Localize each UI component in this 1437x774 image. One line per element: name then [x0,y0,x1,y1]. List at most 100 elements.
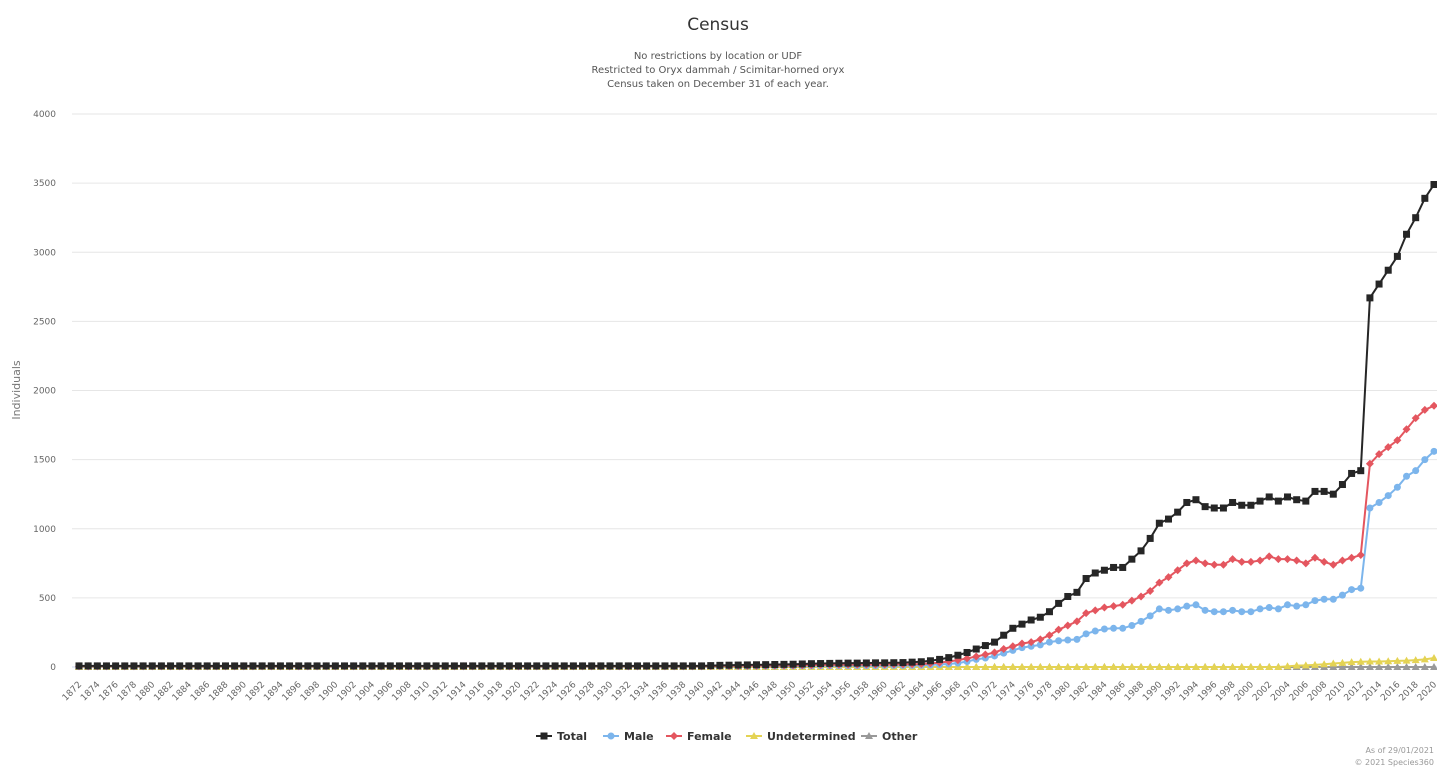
point-male-1998 [1229,606,1237,614]
point-total-1944 [734,661,742,669]
point-total-1941 [707,662,715,670]
point-total-1909 [414,662,422,670]
x-tick-1918: 1918 [482,680,505,703]
point-total-1926 [569,662,577,670]
point-total-1875 [102,662,110,670]
point-female-2014 [1375,450,1384,459]
point-female-1987 [1127,596,1136,605]
point-total-1879 [139,662,147,670]
point-total-1925 [560,662,568,670]
point-male-2017 [1403,472,1411,480]
point-total-1877 [121,662,129,670]
x-tick-1974: 1974 [995,680,1018,703]
point-total-1878 [130,662,138,670]
point-female-1979 [1054,625,1063,634]
point-total-2004 [1284,493,1292,501]
x-tick-1876: 1876 [97,680,120,703]
legend-label-total: Total [557,730,587,743]
point-total-1884 [185,662,193,670]
point-total-1905 [377,662,385,670]
point-other-2018 [1411,663,1420,670]
point-female-1978 [1045,631,1054,640]
point-male-2008 [1320,595,1328,603]
legend-item-other[interactable]: Other [861,730,918,743]
point-total-1938 [679,662,687,670]
point-female-1993 [1182,559,1191,568]
point-female-1975 [1018,639,1027,648]
x-tick-1998: 1998 [1214,680,1237,703]
point-total-1939 [688,662,696,670]
point-total-1957 [853,659,861,667]
point-total-1874 [93,662,101,670]
point-undetermined-2002 [1265,663,1274,670]
x-tick-1970: 1970 [958,680,981,703]
legend-item-male[interactable]: Male [603,730,654,743]
legend-item-undetermined[interactable]: Undetermined [746,730,856,743]
point-total-2006 [1302,497,1310,505]
point-female-2006 [1301,559,1310,568]
point-total-1931 [615,662,623,670]
point-total-1872 [75,662,83,670]
point-undetermined-1985 [1109,663,1118,670]
x-tick-2002: 2002 [1251,680,1274,703]
point-male-1991 [1164,606,1172,614]
chart-subtitle-line-3: Census taken on December 31 of each year… [607,79,829,90]
point-total-1981 [1073,588,1081,596]
x-tick-1932: 1932 [610,680,633,703]
point-female-2003 [1274,555,1283,564]
point-total-1923 [542,662,550,670]
point-undetermined-2018 [1411,656,1420,664]
point-female-1969 [963,654,972,663]
point-total-1978 [1045,608,1053,616]
point-male-1977 [1036,641,1044,649]
point-total-1945 [743,661,751,669]
y-tick-1500: 1500 [33,456,56,466]
legend-item-female[interactable]: Female [666,730,732,743]
point-total-1917 [487,662,495,670]
x-tick-1960: 1960 [867,680,890,703]
point-female-1980 [1063,621,1072,630]
legend-item-total[interactable]: Total [536,730,587,743]
point-total-1960 [881,659,889,667]
point-female-2013 [1365,459,1374,468]
point-total-1964 [917,658,925,666]
point-undetermined-1992 [1173,663,1182,670]
x-tick-1896: 1896 [281,680,304,703]
x-tick-2010: 2010 [1324,680,1347,703]
point-total-1929 [597,662,605,670]
point-total-1898 [313,662,321,670]
point-undetermined-2013 [1365,657,1374,665]
x-tick-1902: 1902 [336,680,359,703]
point-female-1998 [1228,555,1237,564]
point-total-1910 [423,662,431,670]
x-tick-1898: 1898 [299,680,322,703]
point-total-1937 [670,662,678,670]
point-total-2014 [1375,280,1383,288]
point-total-1950 [789,660,797,668]
x-tick-1912: 1912 [427,680,450,703]
point-male-2010 [1338,591,1346,599]
point-undetermined-2004 [1283,662,1292,670]
point-other-2015 [1384,663,1393,670]
point-male-2020 [1430,447,1437,455]
x-tick-2004: 2004 [1269,680,1292,703]
point-undetermined-1999 [1237,663,1246,670]
y-tick-3500: 3500 [33,179,56,189]
x-tick-1986: 1986 [1105,680,1128,703]
point-total-2013 [1366,294,1374,302]
y-tick-500: 500 [39,594,56,604]
point-undetermined-2010 [1338,658,1347,666]
point-other-2011 [1347,663,1356,670]
x-tick-1992: 1992 [1160,680,1183,703]
point-undetermined-2019 [1420,655,1429,663]
point-male-2000 [1247,608,1255,616]
point-female-1992 [1173,566,1182,575]
point-female-2000 [1246,557,1255,566]
point-male-2009 [1329,595,1337,603]
point-total-1901 [341,662,349,670]
point-total-1962 [899,659,907,667]
x-tick-1980: 1980 [1050,680,1073,703]
series-female [75,401,1437,671]
point-total-1988 [1137,547,1145,555]
point-total-2017 [1403,230,1411,238]
